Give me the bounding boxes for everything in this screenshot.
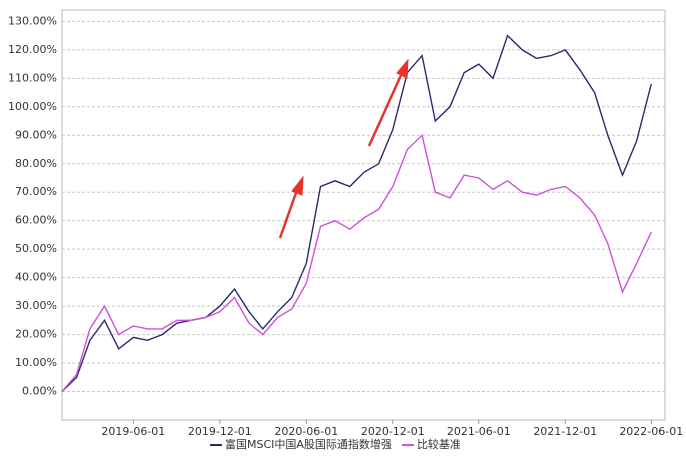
y-tick-label: 100.00%: [8, 100, 57, 113]
series-line: [61, 34, 652, 393]
arrow-head: [396, 58, 409, 79]
y-tick-label: 30.00%: [15, 299, 57, 312]
y-tick-label: 130.00%: [8, 14, 57, 27]
x-tick-label: 2019-12-01: [188, 425, 252, 438]
legend: 富国MSCI中国A股国际通指数增强 比较基准: [210, 437, 461, 451]
arrow: [367, 72, 404, 147]
y-tick-label: 70.00%: [15, 185, 57, 198]
y-tick-label: 90.00%: [15, 128, 57, 141]
y-tick-label: 20.00%: [15, 328, 57, 341]
x-tick-label: 2021-12-01: [533, 425, 597, 438]
y-tick-label: 40.00%: [15, 271, 57, 284]
arrow-head: [291, 175, 304, 196]
arrow: [278, 189, 299, 239]
x-tick-label: 2019-06-01: [101, 425, 165, 438]
legend-label: 富国MSCI中国A股国际通指数增强: [225, 437, 392, 451]
y-tick-label: 80.00%: [15, 157, 57, 170]
arrows: [278, 58, 409, 239]
y-tick-label: 60.00%: [15, 214, 57, 227]
y-tick-label: 10.00%: [15, 356, 57, 369]
y-tick-label: 50.00%: [15, 242, 57, 255]
plot-frame: [61, 9, 666, 421]
plot: 0.00% 10.00% 20.00% 30.00% 40.00% 50.00% 60.00…: [8, 9, 683, 438]
y-tick-label: 0.00%: [22, 385, 57, 398]
x-tick-label: 2022-06-01: [619, 425, 683, 438]
y-tick-label: 110.00%: [8, 71, 57, 84]
series-line: [61, 133, 652, 392]
y-tick-label: 120.00%: [8, 43, 57, 56]
x-tick-label: 2020-06-01: [274, 425, 338, 438]
legend-label: 比较基准: [417, 437, 461, 451]
x-tick-label: 2020-12-01: [361, 425, 425, 438]
x-tick-label: 2021-06-01: [447, 425, 511, 438]
